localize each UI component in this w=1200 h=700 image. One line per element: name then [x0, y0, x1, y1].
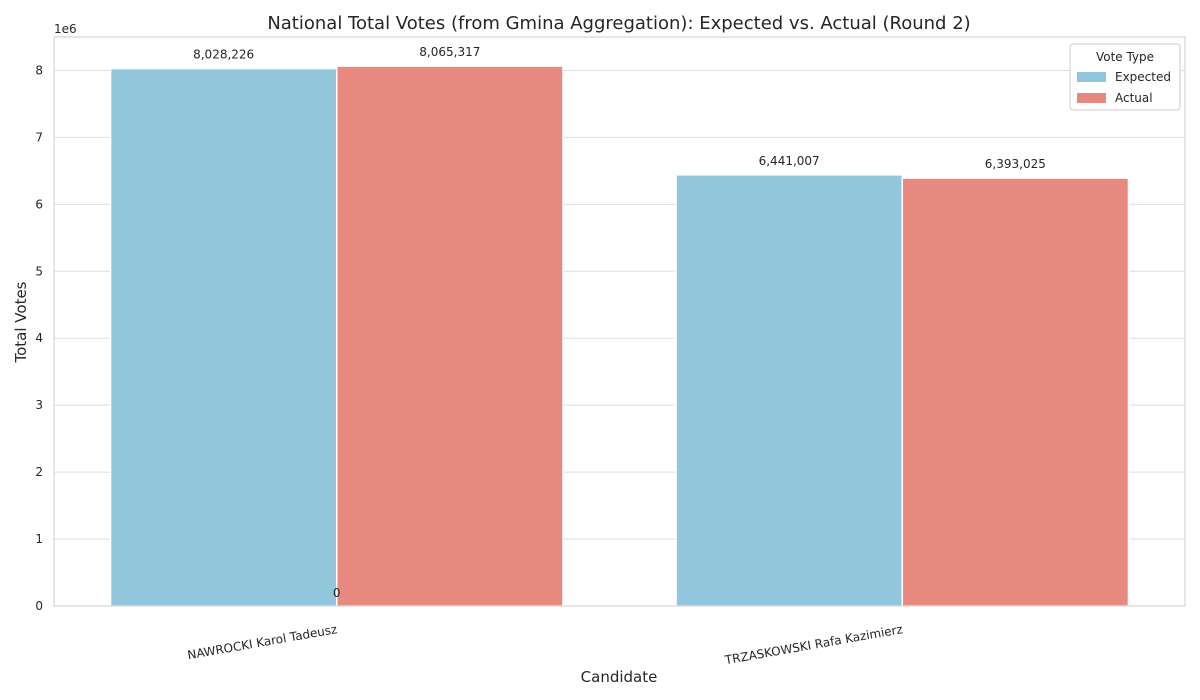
- plot-frame: [53, 36, 1186, 607]
- bar-value-labels: 8,028,226 8,065,317 6,441,007 6,393,025: [193, 45, 1046, 171]
- legend-swatch-actual: [1077, 93, 1106, 103]
- bar-value-label: 8,028,226: [193, 48, 254, 62]
- y-tick-label: 5: [35, 264, 43, 278]
- y-tick-label: 6: [35, 197, 43, 211]
- y-tick-label: 1: [35, 532, 43, 546]
- bar-expected: [675, 174, 903, 607]
- zero-label: 0: [333, 586, 341, 600]
- bar-actual: [901, 177, 1130, 607]
- y-tick-label: 2: [35, 465, 43, 479]
- x-axis-title: Candidate: [581, 668, 658, 686]
- y-tick-label: 0: [35, 599, 43, 613]
- y-tick-label: 7: [35, 130, 43, 144]
- y-tick-label: 8: [35, 63, 43, 77]
- bar-value-label: 6,441,007: [759, 154, 820, 168]
- legend-label-expected: Expected: [1115, 70, 1171, 84]
- y-axis-offset-label: 1e6: [54, 22, 77, 36]
- x-tick-label: TRZASKOWSKI Rafa Kazimierz: [723, 622, 904, 667]
- bar-value-label: 6,393,025: [985, 157, 1046, 171]
- chart-title: National Total Votes (from Gmina Aggrega…: [267, 13, 970, 34]
- legend-label-actual: Actual: [1115, 91, 1153, 105]
- bar-value-label: 8,065,317: [419, 45, 480, 59]
- bar-expected: [109, 67, 338, 607]
- legend-swatch-expected: [1077, 72, 1106, 82]
- x-tick-label: NAWROCKI Karol Tadeusz: [186, 622, 338, 662]
- y-axis-ticks: 0 1 2 3 4 5 6 7 8: [35, 63, 43, 613]
- x-axis-ticks: NAWROCKI Karol Tadeusz TRZASKOWSKI Rafa K…: [186, 622, 903, 667]
- bars: [109, 65, 1130, 607]
- legend: Vote Type Expected Actual: [1069, 43, 1181, 111]
- y-tick-label: 4: [35, 331, 43, 345]
- y-axis-title: Total Votes: [12, 281, 30, 363]
- bar-actual: [336, 65, 564, 607]
- legend-title: Vote Type: [1096, 50, 1154, 64]
- y-tick-label: 3: [35, 398, 43, 412]
